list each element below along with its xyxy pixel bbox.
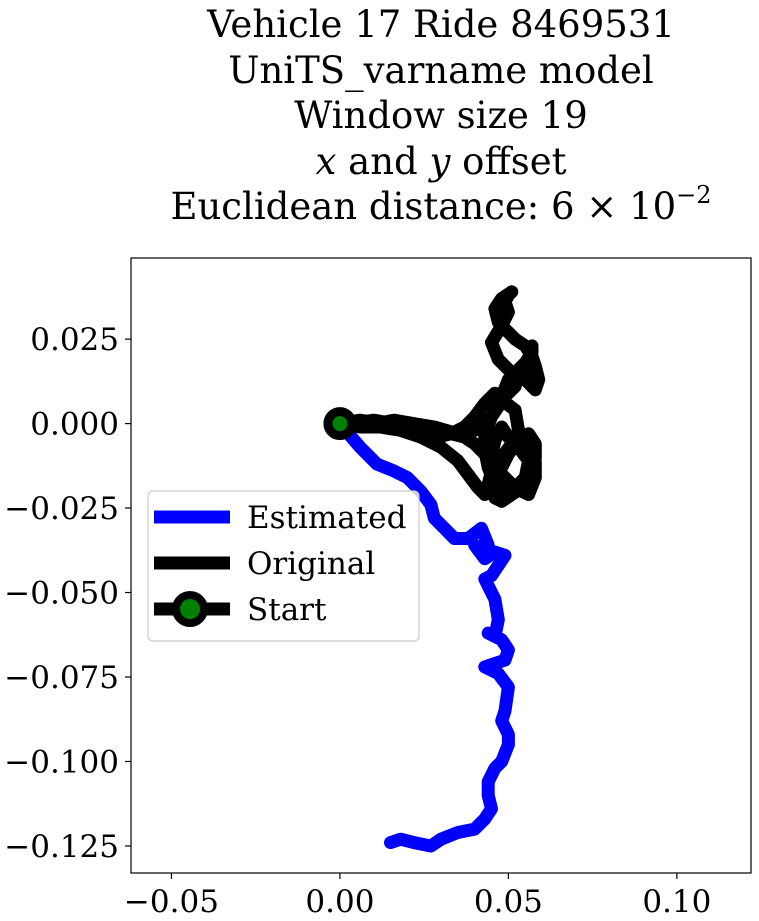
- y-tick-label: −0.025: [4, 491, 119, 527]
- y-tick-label: 0.025: [30, 322, 119, 358]
- legend-label-original: Original: [247, 546, 375, 582]
- title-line-2: UniTS_varname model: [228, 48, 654, 92]
- legend-label-estimated: Estimated: [247, 500, 406, 536]
- title-line-1: Vehicle 17 Ride 8469531: [207, 3, 675, 46]
- title-distance-text: Euclidean distance: 6 × 10: [170, 185, 677, 228]
- title-offset-text: offset: [450, 139, 567, 183]
- title-line-5: Euclidean distance: 6 × 10−2: [0, 181, 759, 230]
- series-layer: [323, 285, 546, 853]
- y-axis: 0.025 0.000 −0.025 −0.050 −0.075 −0.100 −0.125: [4, 322, 131, 865]
- x-axis: −0.05 0.00 0.05 0.10: [124, 873, 711, 920]
- legend-label-start: Start: [247, 592, 327, 628]
- legend-marker-start: [172, 591, 208, 627]
- title-y-symbol: y: [429, 139, 451, 183]
- y-tick-label: −0.075: [4, 660, 119, 696]
- legend: Estimated Original Start: [147, 490, 420, 642]
- title-line-3: Window size 19: [294, 94, 588, 137]
- y-tick-label: −0.100: [4, 744, 119, 780]
- title-x-symbol: x: [315, 139, 337, 183]
- x-tick-label: 0.05: [474, 884, 543, 920]
- y-tick-label: −0.050: [4, 576, 119, 612]
- x-tick-label: −0.05: [124, 884, 219, 920]
- series-line-estimated: [333, 417, 515, 853]
- x-tick-label: 0.10: [642, 884, 711, 920]
- axes-frame: [130, 257, 752, 874]
- title-distance-exponent: −2: [676, 181, 712, 209]
- chart-title: Vehicle 17 Ride 8469531 UniTS_varname mo…: [0, 2, 759, 230]
- start-marker: [323, 407, 357, 441]
- title-line-4: x and y offset: [0, 139, 759, 185]
- x-tick-label: 0.00: [305, 884, 374, 920]
- y-tick-label: −0.125: [4, 829, 119, 865]
- y-tick-label: 0.000: [30, 407, 119, 443]
- title-and-text: and: [336, 139, 430, 183]
- series-line-original: [333, 285, 546, 508]
